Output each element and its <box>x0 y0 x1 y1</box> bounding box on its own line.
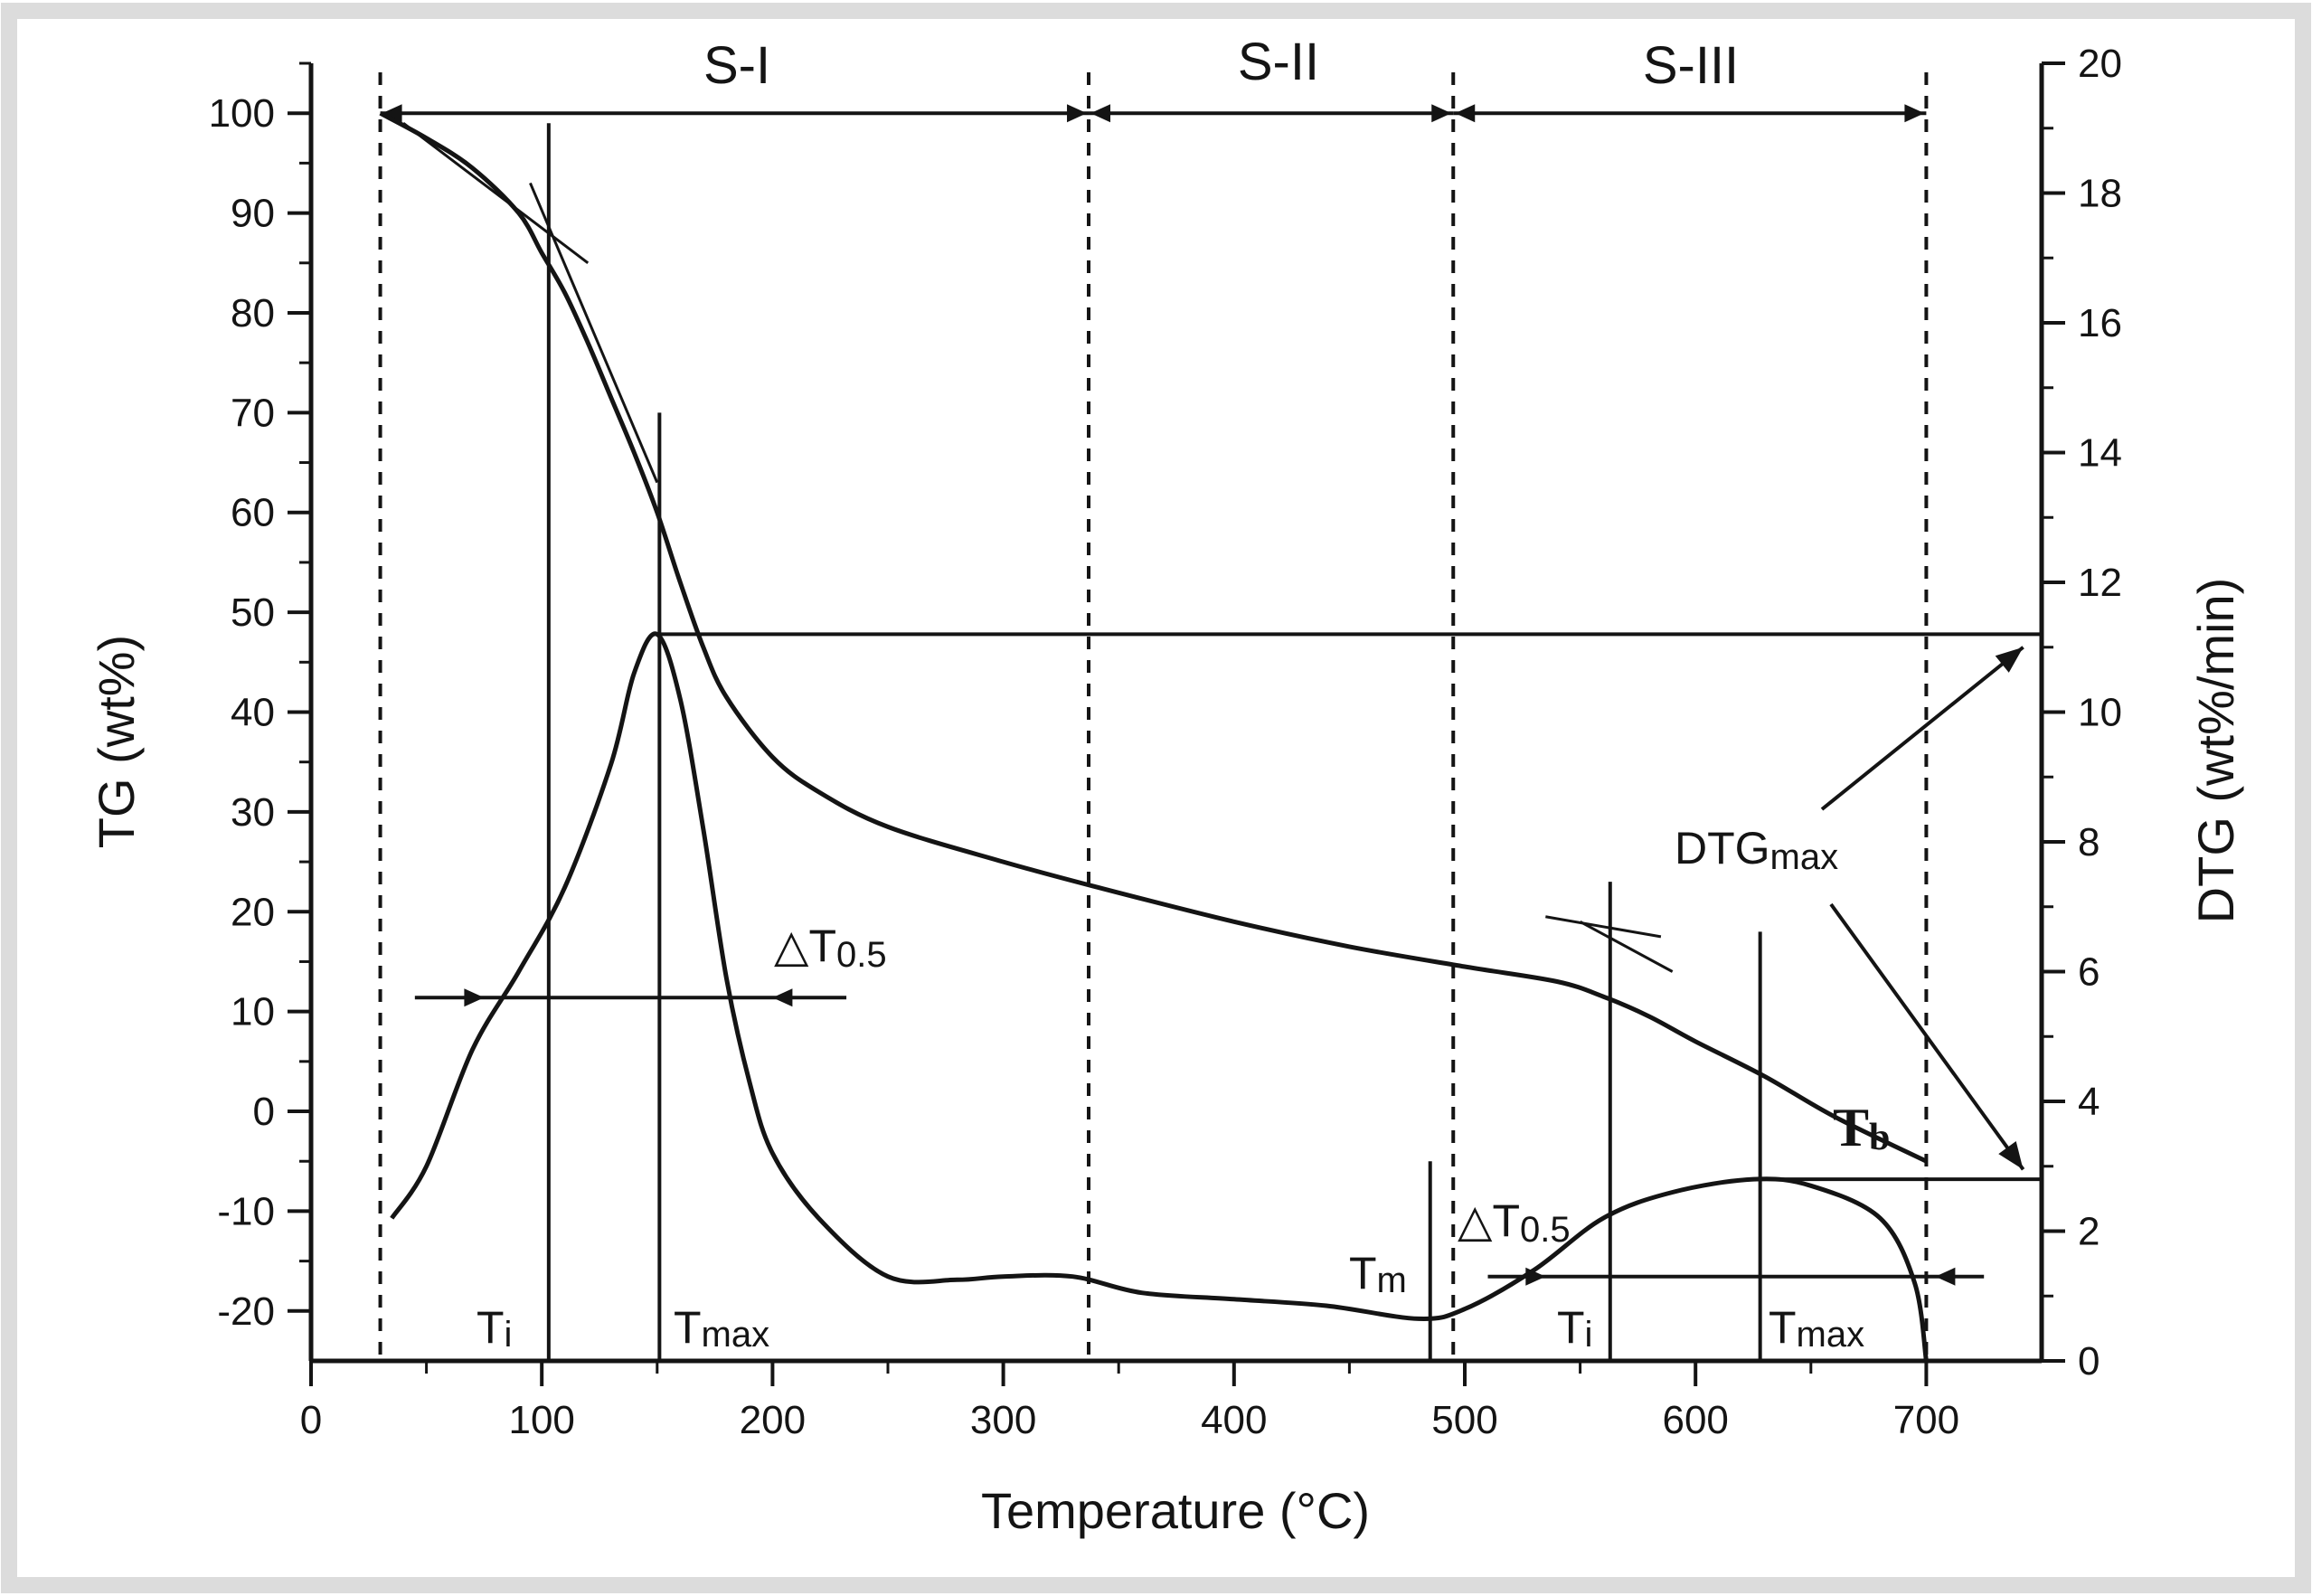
y-tick-label: 80 <box>231 291 275 335</box>
region-arrow-head-right <box>1067 104 1088 123</box>
delta-t-label-2: △T0.5 <box>1458 1195 1571 1250</box>
y-tick-label: 100 <box>209 91 275 136</box>
y-tick-label: 0 <box>253 1090 275 1134</box>
half-width-arrow <box>1935 1267 1956 1286</box>
x-tick-label: 500 <box>1431 1398 1497 1442</box>
y-tick-label: 10 <box>231 990 275 1034</box>
region-arrow-head-left <box>382 104 402 123</box>
tangent-line <box>1579 920 1674 973</box>
region-arrow-head-right <box>1904 104 1925 123</box>
x-axis-title: Temperature (°C) <box>981 1482 1370 1539</box>
y-tick-label: 70 <box>231 391 275 435</box>
dtgmax-arrow-2-head <box>1998 1141 2024 1170</box>
y-tick-label: 60 <box>231 491 275 535</box>
half-width-arrow <box>464 988 485 1007</box>
guide-lines <box>378 72 2042 1361</box>
region-label-s3: S-III <box>1643 36 1739 95</box>
dtgmax-arrow-1-shaft <box>1820 646 2024 811</box>
y-tick-label: 40 <box>231 691 275 735</box>
y2-tick-label: 4 <box>2078 1080 2100 1124</box>
x-tick-label: 300 <box>970 1398 1036 1442</box>
dtgmax-arrow-2-shaft <box>1829 902 2025 1171</box>
y-tick-label: 90 <box>231 192 275 236</box>
dtg-curve <box>390 631 1929 1362</box>
x-tick-label: 100 <box>508 1398 574 1442</box>
region-arrow-head-right <box>1431 104 1452 123</box>
tm-label: Tm <box>1349 1248 1407 1300</box>
y2-tick-label: 0 <box>2078 1339 2100 1384</box>
y-tick-label: 50 <box>231 590 275 635</box>
x-tick-label: 400 <box>1201 1398 1267 1442</box>
dtgmax-arrow-1-head <box>1995 647 2024 673</box>
y2-tick-label: 2 <box>2078 1210 2100 1254</box>
region-label-s1: S-I <box>703 36 770 95</box>
region-arrow-head-left <box>1090 104 1111 123</box>
y2-axis-title: DTG (wt%/min) <box>2187 578 2244 924</box>
delta-t-label-1: △T0.5 <box>774 921 887 975</box>
tangent-line <box>402 122 590 264</box>
y2-tick-label: 8 <box>2078 820 2100 864</box>
x-tick-label: 700 <box>1893 1398 1959 1442</box>
half-width-arrow <box>772 988 793 1007</box>
y2-tick-label: 18 <box>2078 172 2122 216</box>
y2-tick-label: 10 <box>2078 691 2122 735</box>
y-tick-label: -10 <box>217 1189 275 1233</box>
y-tick-label: -20 <box>217 1289 275 1334</box>
dtgmax-label: DTGmax <box>1675 823 1838 877</box>
tangent-line <box>1545 915 1662 939</box>
ticks: 0 100 200 300 400 500 600 700-20-10010203040506… <box>209 42 2122 1442</box>
tmax-label-2: Tmax <box>1769 1302 1864 1355</box>
tb-label: Tb <box>1833 1098 1890 1158</box>
ti-label-2: Ti <box>1557 1302 1592 1355</box>
outer-frame <box>1 3 2311 1593</box>
y-tick-label: 30 <box>231 790 275 835</box>
x-tick-label: 200 <box>740 1398 806 1442</box>
y2-tick-label: 20 <box>2078 42 2122 86</box>
tangent-line <box>529 182 659 484</box>
tg-curve <box>379 111 1928 1164</box>
y2-tick-label: 16 <box>2078 301 2122 345</box>
data-series <box>379 111 1929 1362</box>
y2-tick-label: 12 <box>2078 561 2122 605</box>
y2-tick-label: 6 <box>2078 950 2100 995</box>
x-tick-label: 0 <box>300 1398 322 1442</box>
y2-tick-label: 14 <box>2078 431 2122 476</box>
ti-label-1: Ti <box>477 1302 512 1355</box>
region-arrow-head-left <box>1455 104 1476 123</box>
y-axis-title: TG (wt%) <box>88 635 145 848</box>
tmax-label-1: Tmax <box>674 1302 769 1355</box>
y-tick-label: 20 <box>231 890 275 934</box>
region-label-s2: S-II <box>1238 33 1319 91</box>
x-tick-label: 600 <box>1662 1398 1728 1442</box>
